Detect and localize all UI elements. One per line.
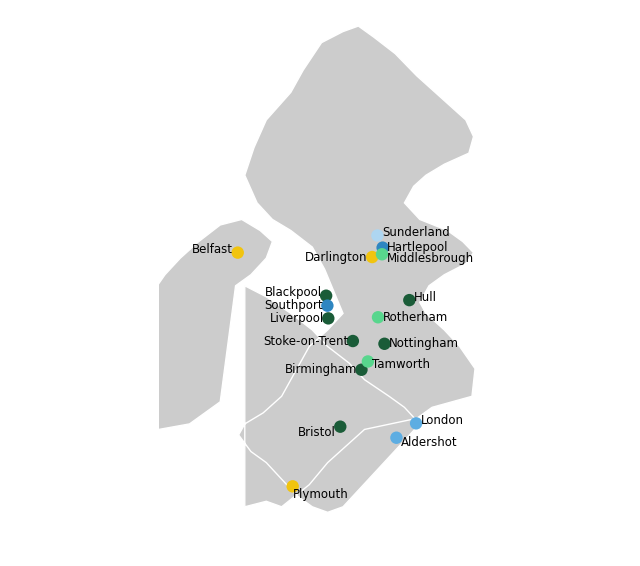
Text: Hull: Hull — [414, 291, 437, 304]
Text: Southport: Southport — [264, 299, 323, 312]
Point — [287, 482, 298, 491]
Text: Bristol: Bristol — [298, 426, 335, 439]
Point — [356, 365, 367, 374]
Point — [367, 252, 378, 261]
Point — [348, 337, 358, 346]
Text: Birmingham: Birmingham — [284, 363, 357, 376]
Point — [321, 291, 332, 300]
Point — [372, 231, 383, 240]
Polygon shape — [107, 220, 273, 430]
Point — [411, 419, 421, 428]
Text: Liverpool: Liverpool — [269, 312, 324, 325]
Text: Middlesbrough: Middlesbrough — [387, 252, 474, 265]
Text: Stoke-on-Trent: Stoke-on-Trent — [263, 335, 348, 348]
Point — [323, 301, 333, 310]
Point — [373, 313, 383, 322]
Text: Nottingham: Nottingham — [389, 337, 459, 350]
Text: Aldershot: Aldershot — [401, 436, 458, 449]
Text: Sunderland: Sunderland — [382, 226, 450, 239]
Point — [377, 250, 387, 259]
Text: Tamworth: Tamworth — [372, 358, 431, 371]
Text: Darlington: Darlington — [305, 251, 367, 264]
Text: Hartlepool: Hartlepool — [387, 241, 449, 254]
Text: Blackpool: Blackpool — [264, 286, 321, 299]
Text: Rotherham: Rotherham — [383, 311, 448, 324]
Point — [378, 243, 388, 252]
Point — [391, 433, 401, 442]
Point — [404, 295, 415, 305]
Polygon shape — [239, 26, 475, 512]
Point — [323, 314, 333, 323]
Text: London: London — [420, 414, 464, 427]
Point — [380, 339, 390, 348]
Point — [335, 422, 346, 431]
Text: Belfast: Belfast — [192, 243, 233, 256]
Point — [232, 248, 243, 257]
Text: Plymouth: Plymouth — [292, 488, 348, 501]
Point — [363, 357, 373, 366]
